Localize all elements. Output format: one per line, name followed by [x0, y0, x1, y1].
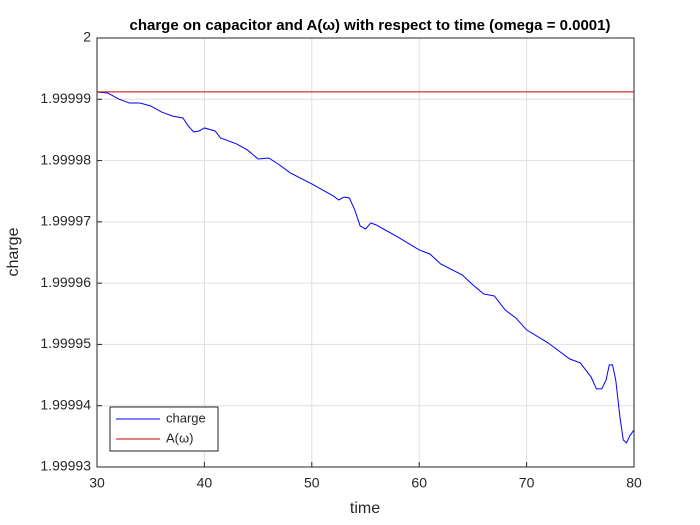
y-tick-label: 1.99996: [40, 274, 91, 290]
y-axis-label: charge: [5, 227, 22, 276]
y-tick-label: 1.99998: [40, 151, 91, 167]
x-tick-label: 60: [411, 475, 427, 491]
legend-label: charge: [166, 410, 206, 425]
plot-frame: [96, 37, 635, 468]
y-tick-label: 1.99997: [40, 213, 91, 229]
legend-label: A(ω): [166, 430, 193, 445]
y-tick-label: 1.99999: [40, 90, 91, 106]
y-tick-label: 2: [83, 29, 91, 45]
x-axis-label: time: [350, 500, 380, 517]
y-tick-label: 1.99994: [40, 396, 91, 412]
x-tick-label: 80: [626, 475, 642, 491]
plot-area: [97, 38, 634, 467]
x-tick-label: 40: [197, 475, 213, 491]
y-tick-label: 1.99993: [40, 458, 91, 474]
x-tick-label: 70: [519, 475, 535, 491]
legend-box: [109, 406, 219, 452]
chart-title: charge on capacitor and A(ω) with respec…: [130, 17, 611, 34]
x-tick-label: 30: [89, 475, 105, 491]
x-tick-label: 50: [304, 475, 320, 491]
series-line: [96, 91, 635, 444]
y-tick-label: 1.99995: [40, 335, 91, 351]
